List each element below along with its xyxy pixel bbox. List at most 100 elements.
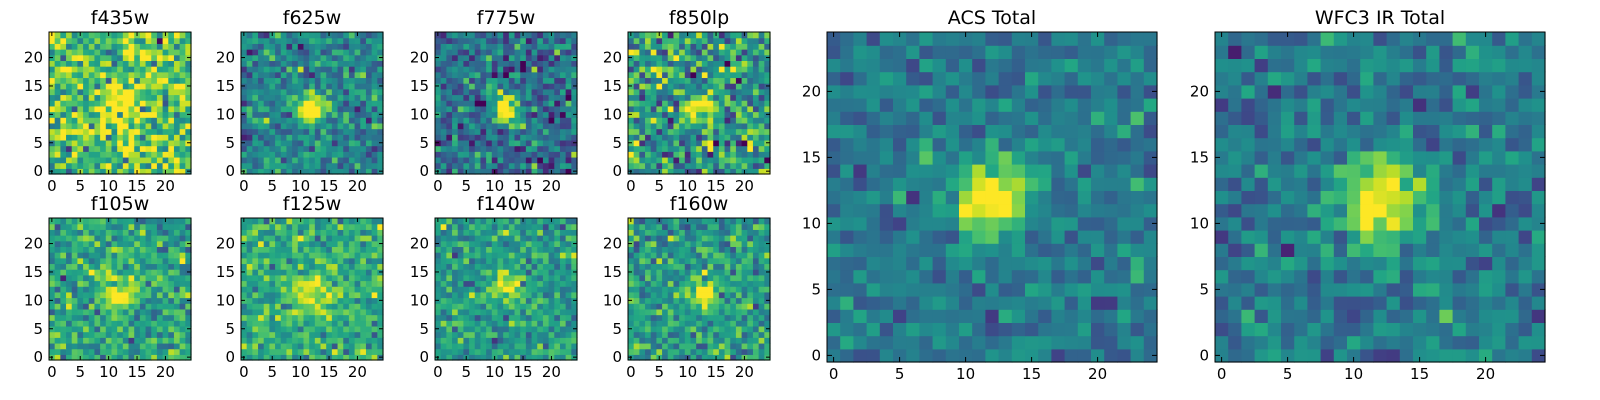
heatmap-cell	[77, 223, 84, 230]
heatmap-cell	[679, 122, 686, 130]
heatmap-cell	[491, 274, 499, 282]
heatmap-cell	[269, 320, 276, 327]
heatmap-cell	[246, 49, 253, 56]
heatmap-cell	[662, 105, 669, 113]
heatmap-cell	[309, 252, 316, 259]
heatmap-cell	[258, 54, 265, 61]
heatmap-cell	[503, 314, 510, 321]
heatmap-cell	[633, 88, 640, 96]
heatmap-cell	[280, 134, 288, 141]
heatmap-cell	[452, 263, 459, 270]
heatmap-cell	[730, 37, 737, 44]
heatmap-cell	[747, 151, 754, 158]
heatmap-cell	[100, 342, 107, 350]
panel-title: f775w	[477, 7, 536, 29]
heatmap-cell	[275, 111, 282, 118]
heatmap-cell	[128, 342, 135, 350]
heatmap-cell	[435, 128, 442, 135]
heatmap-cell	[100, 128, 107, 135]
heatmap-cell	[537, 274, 544, 282]
heatmap-cell	[54, 325, 61, 333]
heatmap-cell	[168, 274, 175, 282]
heatmap-cell	[275, 252, 282, 259]
heatmap-cell	[491, 162, 499, 169]
heatmap-cell	[571, 314, 578, 321]
heatmap-cell	[440, 246, 447, 253]
heatmap-cell	[162, 162, 169, 169]
heatmap-cell	[173, 77, 181, 84]
heatmap-cell	[531, 240, 538, 247]
heatmap-cell	[326, 111, 333, 118]
heatmap-cell	[457, 303, 464, 310]
heatmap-cell	[88, 151, 96, 158]
heatmap-cell	[764, 100, 771, 107]
heatmap-cell	[60, 94, 67, 101]
heatmap-cell	[60, 337, 67, 344]
heatmap-cell	[162, 54, 169, 61]
heatmap-cell	[337, 337, 344, 344]
heatmap-cell	[320, 308, 327, 316]
heatmap-cell	[54, 337, 61, 344]
heatmap-cell	[371, 331, 378, 338]
heatmap-cell	[503, 229, 510, 236]
heatmap-cell	[275, 145, 282, 152]
heatmap-cell	[525, 297, 533, 304]
heatmap-cell	[724, 37, 731, 44]
heatmap-cell	[764, 71, 771, 79]
x-tick-label: 0	[239, 363, 249, 381]
heatmap-cell	[252, 223, 259, 230]
heatmap-cell	[525, 354, 533, 361]
heatmap-cell	[667, 297, 675, 304]
heatmap-cell	[297, 66, 305, 73]
heatmap-cell	[173, 83, 181, 90]
heatmap-cell	[252, 162, 259, 169]
heatmap-cell	[480, 325, 487, 333]
heatmap-cell	[88, 105, 96, 113]
heatmap-cell	[173, 291, 181, 299]
heatmap-cell	[151, 105, 158, 113]
heatmap-cell	[571, 331, 578, 338]
heatmap-cell	[314, 218, 322, 225]
heatmap-cell	[520, 77, 527, 84]
heatmap-cell	[707, 320, 714, 327]
heatmap-cell	[463, 291, 470, 299]
y-tick-label: 20	[216, 235, 235, 253]
heatmap-cell	[633, 280, 640, 287]
heatmap-cell	[469, 325, 476, 333]
heatmap-cell	[269, 43, 276, 50]
heatmap-cell	[554, 303, 561, 310]
heatmap-cell	[320, 354, 327, 361]
heatmap-cell	[690, 280, 697, 287]
heatmap-cell	[314, 263, 322, 270]
heatmap-cell	[486, 83, 493, 90]
heatmap-cell	[145, 83, 152, 90]
heatmap-cell	[537, 100, 544, 107]
heatmap-cell	[452, 156, 459, 164]
heatmap-cell	[348, 156, 356, 164]
heatmap-cell	[241, 94, 248, 101]
heatmap-cell	[348, 320, 356, 327]
heatmap-cell	[565, 337, 572, 344]
heatmap-cell	[718, 71, 726, 79]
heatmap-cell	[735, 111, 743, 118]
heatmap-cell	[463, 257, 470, 265]
heatmap-cell	[275, 286, 282, 293]
heatmap-cell	[525, 49, 533, 56]
heatmap-cell	[565, 134, 572, 141]
heatmap-cell	[360, 60, 367, 67]
heatmap-cell	[354, 43, 361, 50]
heatmap-cell	[241, 291, 248, 299]
heatmap-cell	[122, 257, 130, 265]
heatmap-cell	[122, 240, 130, 247]
heatmap-cell	[508, 60, 516, 67]
heatmap-cell	[246, 66, 253, 73]
heatmap-cell	[764, 60, 771, 67]
heatmap-cell	[309, 308, 316, 316]
heatmap-cell	[525, 229, 533, 236]
heatmap-cell	[111, 37, 118, 44]
heatmap-cell	[252, 168, 259, 175]
heatmap-cell	[365, 83, 373, 90]
heatmap-cell	[54, 83, 61, 90]
heatmap-cell	[54, 354, 61, 361]
